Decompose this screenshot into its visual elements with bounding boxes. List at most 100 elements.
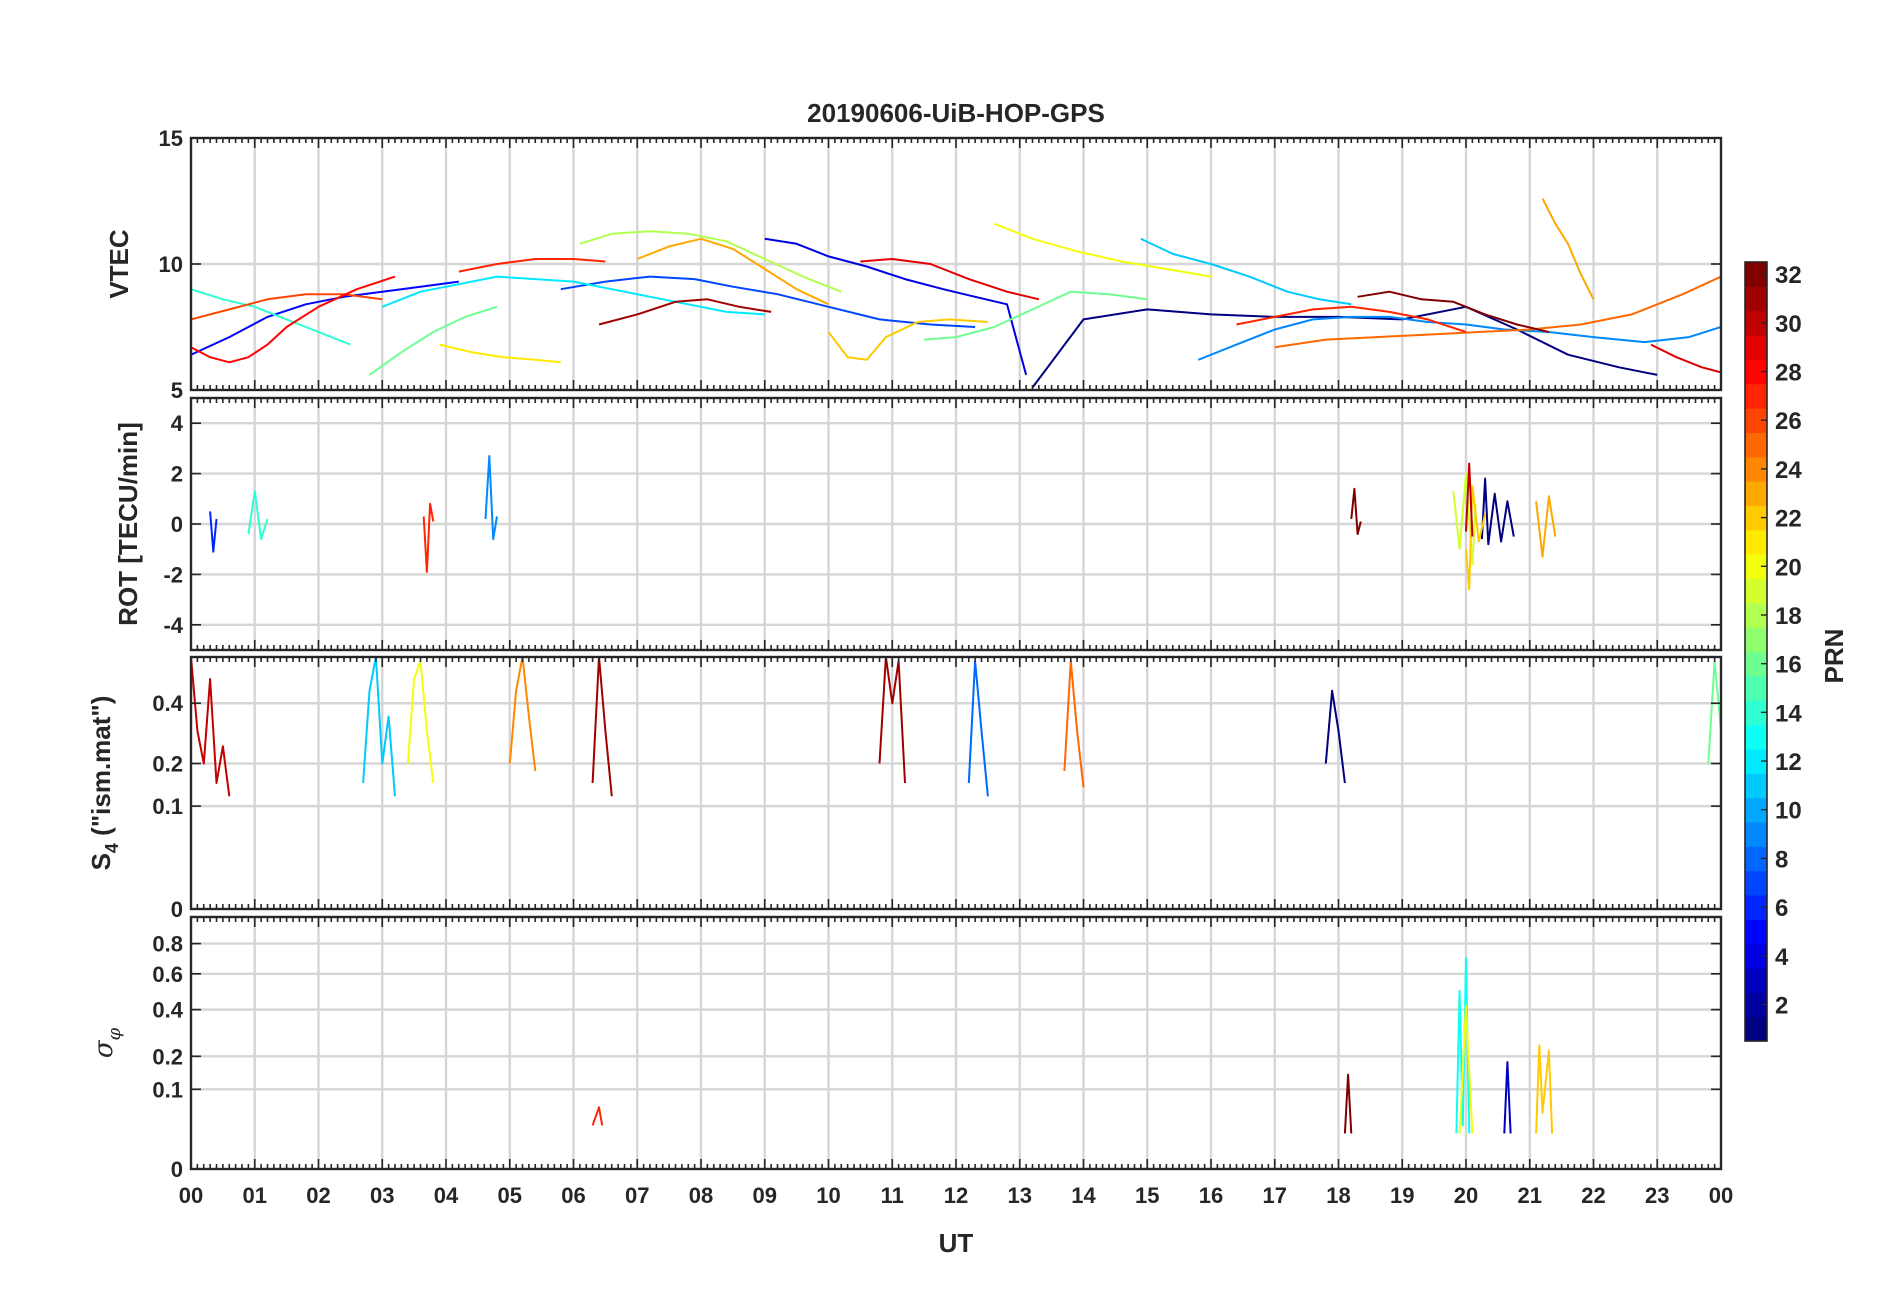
colorbar-segment — [1745, 1016, 1767, 1042]
panel-s4: 0 0.1 0.2 0.4 S4 ("ism.mat") — [86, 655, 1723, 922]
vtec-series-prn-5 — [191, 280, 459, 356]
s4-axes: 0 0.1 0.2 0.4 — [152, 655, 1723, 922]
rot-series — [209, 455, 1557, 591]
colorbar-segment — [1745, 262, 1767, 287]
x-tick-label: 15 — [1135, 1183, 1159, 1208]
x-tick-label: 10 — [816, 1183, 840, 1208]
vtec-series-prn-28 — [191, 275, 396, 364]
rot-ytick-label: -4 — [163, 613, 183, 638]
rot-ytick-label: 0 — [171, 512, 183, 537]
x-tick-label: 12 — [944, 1183, 968, 1208]
x-axis-label: UT — [939, 1228, 974, 1258]
colorbar-segment — [1745, 675, 1767, 701]
colorbar-segment — [1745, 870, 1767, 896]
rot-ytick-label: -2 — [163, 562, 183, 587]
s4-series-prn-25 — [1063, 660, 1085, 788]
colorbar-segment — [1745, 408, 1767, 433]
colorbar-segment — [1745, 359, 1767, 385]
s4-ylabel-main: S — [86, 853, 116, 870]
x-tick-label: 03 — [370, 1183, 394, 1208]
vtec-series-prn-4 — [764, 237, 1028, 376]
colorbar-tick-label: 24 — [1775, 457, 1802, 484]
panel-rot: -4 -2 0 2 4 ROT [TECU/min] — [113, 396, 1723, 652]
colorbar-tick-label: 2 — [1775, 992, 1788, 1019]
vtec-series-prn-25 — [1274, 275, 1721, 349]
x-tick-label: 01 — [243, 1183, 267, 1208]
x-tick-label: 00 — [1709, 1183, 1733, 1208]
colorbar-tick-label: 32 — [1775, 262, 1802, 289]
x-tick-label: 22 — [1581, 1183, 1605, 1208]
colorbar-segment — [1745, 724, 1767, 750]
colorbar-tick-label: 12 — [1775, 749, 1802, 776]
vtec-series-prn-21 — [439, 343, 561, 364]
colorbar-tick-label: 16 — [1775, 652, 1802, 679]
rot-axes: -4 -2 0 2 4 — [163, 396, 1723, 652]
rot-series-prn-23 — [1535, 495, 1557, 558]
chart-title: 20190606-UiB-HOP-GPS — [807, 98, 1105, 128]
vtec-series-prn-14 — [191, 288, 351, 346]
vtec-series-prn-27 — [458, 258, 606, 273]
sigphi-series-prn-27 — [591, 1106, 604, 1126]
colorbar-tick-label: 20 — [1775, 554, 1802, 581]
vtec-series-prn-12 — [381, 275, 765, 316]
x-tick-labels: 00 01 02 03 04 05 06 07 08 09 10 11 12 13 14 15 16 17 18 19… — [179, 1183, 1733, 1208]
vtec-series — [191, 198, 1721, 389]
x-tick-label: 05 — [498, 1183, 522, 1208]
rot-series-prn-6 — [209, 511, 218, 553]
colorbar-segment — [1745, 651, 1767, 677]
colorbar-segment — [1745, 846, 1767, 872]
vtec-axes: 5 10 15 — [159, 126, 1723, 403]
s4-ytick-label: 0.2 — [152, 752, 183, 777]
colorbar-segment — [1745, 602, 1767, 628]
x-tick-label: 11 — [881, 1183, 904, 1208]
colorbar-segment — [1745, 383, 1767, 409]
vtec-series-prn-22 — [827, 318, 988, 361]
vtec-series-prn-26 — [191, 293, 383, 321]
colorbar-frame — [1744, 261, 1768, 1042]
s4-series-prn-1 — [1324, 689, 1346, 784]
colorbar-tick-label: 4 — [1775, 944, 1789, 971]
vtec-series-prn-9 — [1197, 315, 1721, 361]
s4-ytick-label: 0.4 — [152, 691, 183, 716]
sigphi-grid — [191, 917, 1721, 1169]
colorbar-tick-label: 26 — [1775, 408, 1802, 435]
vtec-series-prn-11 — [1140, 237, 1352, 306]
vtec-ylabel: VTEC — [104, 229, 134, 299]
colorbar-label: PRN — [1819, 629, 1849, 684]
rot-series-prn-1 — [1480, 477, 1515, 546]
colorbar-segment — [1745, 967, 1767, 993]
s4-series-prn-11 — [362, 657, 396, 797]
x-tick-label: 19 — [1390, 1183, 1414, 1208]
x-tick-label: 04 — [434, 1183, 459, 1208]
rot-ytick-label: 4 — [171, 411, 184, 436]
vtec-series-prn-29 — [860, 258, 1040, 301]
rot-series-prn-19 — [1452, 472, 1477, 566]
vtec-series-prn-23 — [1541, 198, 1595, 300]
x-tick-label: 17 — [1263, 1183, 1287, 1208]
colorbar-tick-label: 28 — [1775, 360, 1802, 387]
vtec-series-prn-32 — [1357, 290, 1550, 333]
x-tick-label: 08 — [689, 1183, 713, 1208]
x-tick-label: 07 — [625, 1183, 649, 1208]
colorbar-segment — [1745, 529, 1767, 555]
vtec-series-prn-31 — [598, 298, 772, 326]
s4-grid — [191, 657, 1721, 909]
colorbar-segment — [1745, 943, 1767, 969]
colorbar-tick-label: 22 — [1775, 506, 1802, 533]
colorbar-segment — [1745, 821, 1767, 847]
rot-series-prn-22 — [1465, 485, 1487, 591]
s4-ylabel-rest: ("ism.mat") — [86, 696, 116, 843]
colorbar-segment — [1745, 797, 1767, 823]
sigphi-ytick-label: 0.4 — [152, 998, 183, 1023]
s4-series-prn-24 — [508, 657, 537, 772]
x-tick-label: 09 — [753, 1183, 777, 1208]
vtec-series-prn-18 — [579, 230, 842, 293]
vtec-series-prn-23 — [636, 237, 829, 306]
sigphi-series-prn-20 — [1458, 1004, 1474, 1134]
panel-sigphi: 0 0.1 0.2 0.4 0.6 0.8 σφ — [89, 915, 1723, 1182]
colorbar-segment — [1745, 505, 1767, 531]
colorbar-tick-label: 30 — [1775, 311, 1802, 338]
vtec-series-prn-7 — [560, 275, 976, 328]
sigphi-series — [591, 957, 1554, 1134]
